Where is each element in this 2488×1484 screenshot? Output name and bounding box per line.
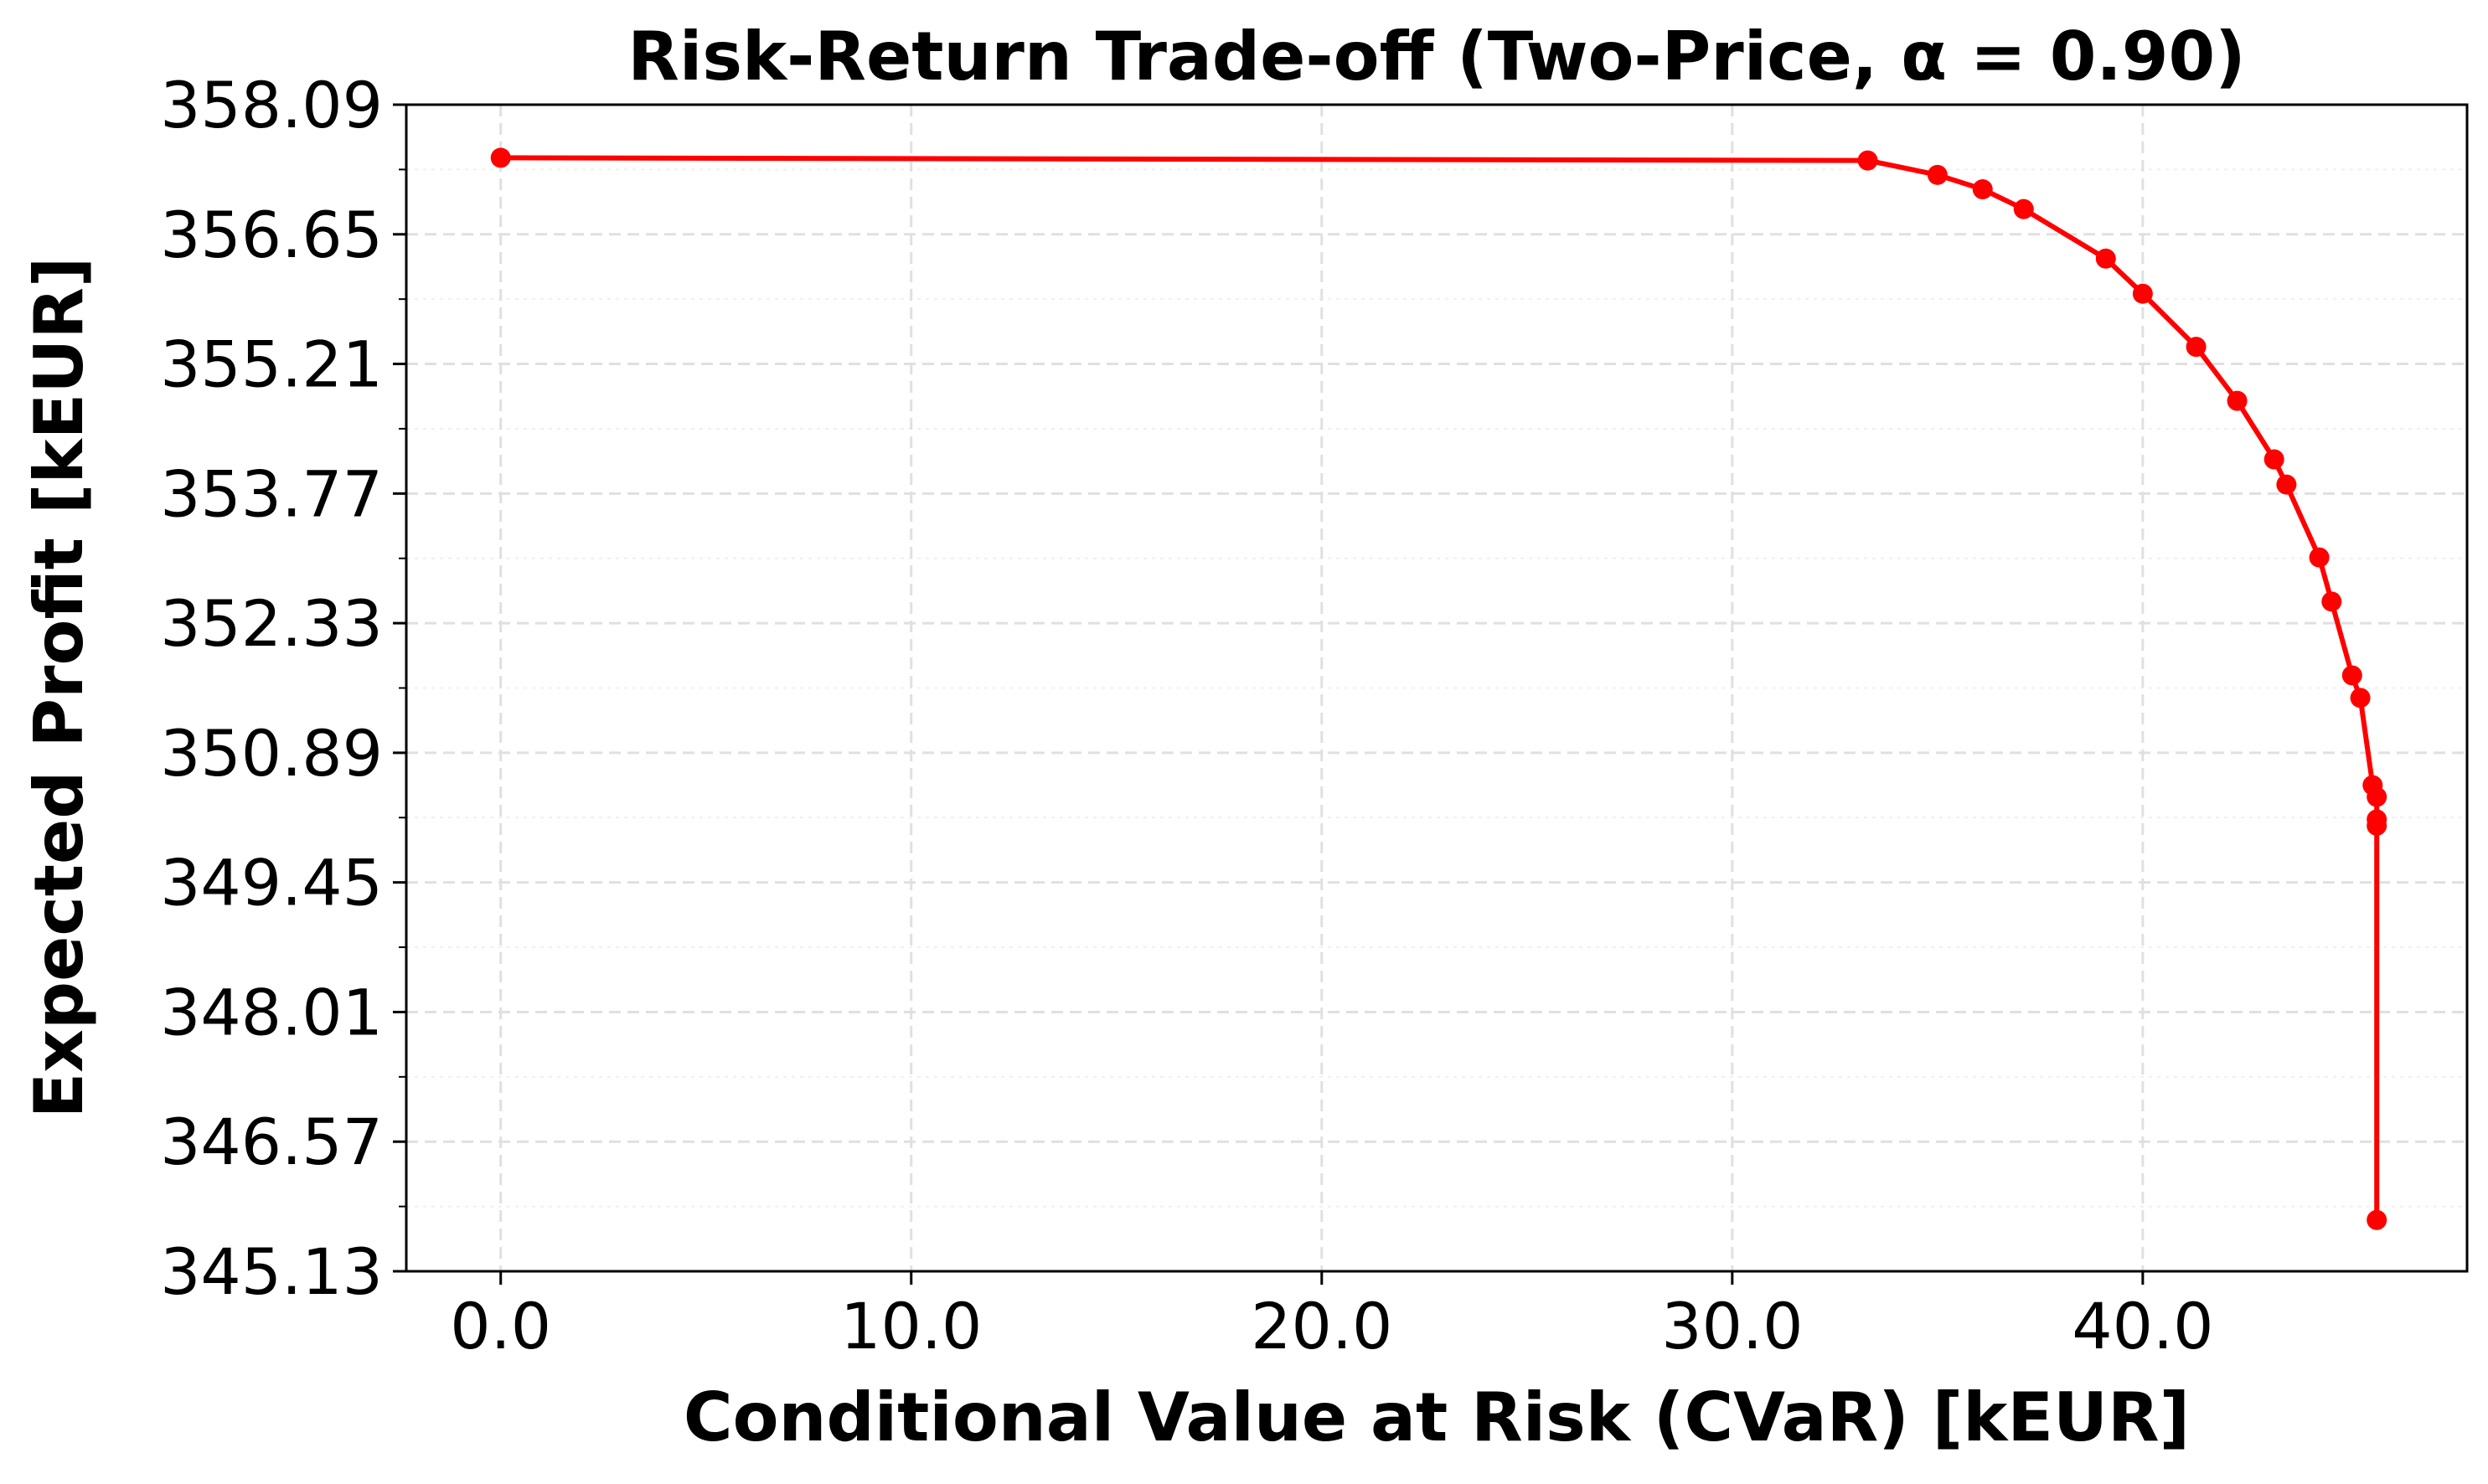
data-point — [2367, 815, 2387, 836]
x-tick-label: 10.0 — [840, 1289, 982, 1363]
data-point — [2013, 198, 2034, 219]
y-tick-label: 348.01 — [160, 975, 383, 1049]
data-point — [2309, 547, 2330, 568]
data-point — [2263, 449, 2284, 470]
data-point — [2367, 786, 2387, 807]
grid-lines — [406, 103, 2467, 1273]
y-tick-label: 358.09 — [160, 68, 383, 142]
data-point — [1972, 179, 1993, 200]
data-point — [2321, 591, 2342, 612]
x-tick-label: 30.0 — [1661, 1289, 1803, 1363]
y-axis-label: Expected Profit [kEUR] — [20, 257, 98, 1119]
data-point — [2350, 688, 2371, 709]
data-point — [2367, 1209, 2387, 1230]
y-tick-label: 353.77 — [160, 456, 383, 531]
data-point — [2095, 248, 2116, 269]
y-tick-label: 355.21 — [160, 327, 383, 402]
x-tick-label: 0.0 — [450, 1289, 551, 1363]
x-axis-ticks: 0.0 10.0 20.0 30.0 40.0 — [450, 1271, 2213, 1363]
data-point — [2186, 337, 2207, 358]
series-line — [500, 155, 2380, 1220]
data-point — [2341, 665, 2362, 686]
data-point — [1857, 150, 1878, 171]
y-tick-label: 345.13 — [160, 1234, 383, 1309]
y-tick-label: 349.45 — [160, 846, 383, 920]
data-point — [1927, 164, 1948, 185]
data-point — [2276, 474, 2297, 495]
y-tick-label: 352.33 — [160, 586, 383, 661]
y-tick-label: 356.65 — [160, 198, 383, 272]
y-tick-label: 346.57 — [160, 1105, 383, 1179]
y-axis-ticks: 345.13 346.57 348.01 349.45 350.89 352.33 353.… — [160, 68, 406, 1309]
chart-title: Risk-Return Trade-off (Two-Price, α = 0.… — [627, 18, 2245, 95]
series-layer — [490, 147, 2387, 1230]
data-point — [490, 147, 511, 168]
x-axis-label: Conditional Value at Risk (CVaR) [kEUR] — [684, 1378, 2190, 1456]
data-point — [2227, 390, 2248, 411]
data-point — [2132, 283, 2153, 304]
x-tick-label: 20.0 — [1251, 1289, 1392, 1363]
x-tick-label: 40.0 — [2072, 1289, 2213, 1363]
y-tick-label: 350.89 — [160, 716, 383, 791]
